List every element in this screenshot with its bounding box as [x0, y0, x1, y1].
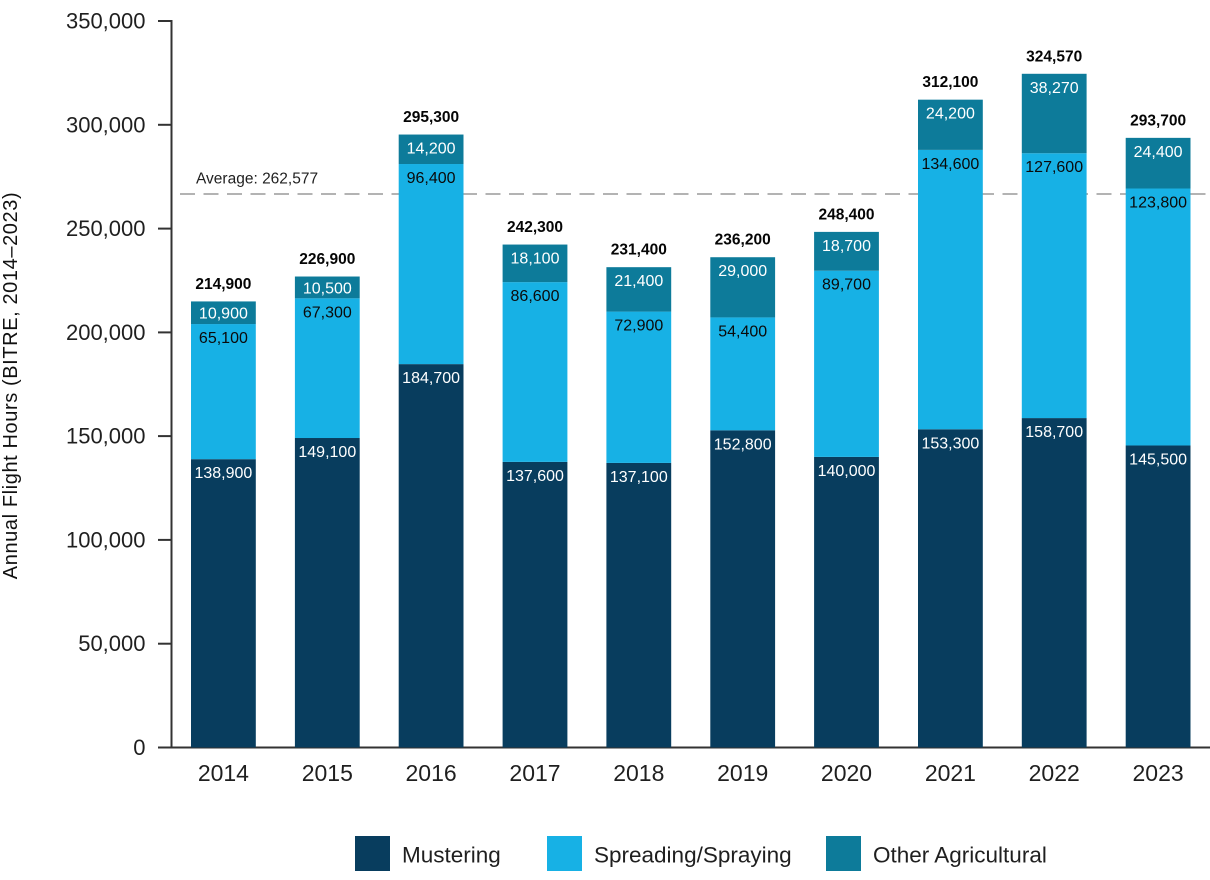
svg-text:2015: 2015: [302, 760, 353, 786]
svg-text:137,100: 137,100: [610, 469, 668, 486]
svg-text:10,500: 10,500: [303, 280, 352, 297]
svg-text:0: 0: [133, 735, 145, 760]
svg-text:10,900: 10,900: [199, 306, 248, 323]
svg-text:2023: 2023: [1133, 760, 1184, 786]
svg-text:2022: 2022: [1029, 760, 1080, 786]
svg-text:18,700: 18,700: [822, 238, 871, 255]
svg-text:2019: 2019: [717, 760, 768, 786]
svg-text:250,000: 250,000: [66, 216, 146, 241]
svg-text:Other Agricultural: Other Agricultural: [873, 843, 1047, 868]
svg-text:324,570: 324,570: [1026, 48, 1082, 65]
svg-text:100,000: 100,000: [66, 527, 146, 552]
svg-text:89,700: 89,700: [822, 277, 871, 294]
svg-text:18,100: 18,100: [511, 251, 560, 268]
svg-text:137,600: 137,600: [506, 468, 564, 485]
svg-text:2017: 2017: [509, 760, 560, 786]
svg-text:Spreading/Spraying: Spreading/Spraying: [594, 843, 792, 868]
svg-text:158,700: 158,700: [1025, 424, 1083, 441]
svg-text:293,700: 293,700: [1130, 112, 1186, 129]
svg-text:295,300: 295,300: [403, 109, 459, 126]
svg-text:14,200: 14,200: [407, 141, 456, 158]
svg-text:312,100: 312,100: [922, 74, 978, 91]
svg-text:29,000: 29,000: [718, 263, 767, 280]
svg-text:67,300: 67,300: [303, 304, 352, 321]
svg-text:153,300: 153,300: [921, 435, 979, 452]
svg-text:24,200: 24,200: [926, 106, 975, 123]
svg-text:2021: 2021: [925, 760, 976, 786]
svg-text:152,800: 152,800: [714, 436, 772, 453]
svg-text:Mustering: Mustering: [402, 843, 501, 868]
svg-text:248,400: 248,400: [818, 206, 874, 223]
svg-text:38,270: 38,270: [1030, 80, 1079, 97]
svg-text:54,400: 54,400: [718, 323, 767, 340]
svg-text:134,600: 134,600: [921, 156, 979, 173]
svg-text:24,400: 24,400: [1134, 144, 1183, 161]
svg-text:150,000: 150,000: [66, 424, 146, 449]
svg-text:350,000: 350,000: [66, 9, 146, 34]
svg-text:21,400: 21,400: [614, 273, 663, 290]
svg-text:127,600: 127,600: [1025, 159, 1083, 176]
svg-text:200,000: 200,000: [66, 320, 146, 345]
svg-text:2018: 2018: [613, 760, 664, 786]
svg-text:65,100: 65,100: [199, 330, 248, 347]
svg-text:149,100: 149,100: [298, 444, 356, 461]
svg-text:231,400: 231,400: [611, 242, 667, 259]
svg-text:2020: 2020: [821, 760, 872, 786]
svg-text:96,400: 96,400: [407, 170, 456, 187]
svg-text:184,700: 184,700: [402, 370, 460, 387]
svg-text:236,200: 236,200: [715, 232, 771, 249]
svg-text:86,600: 86,600: [511, 288, 560, 305]
svg-text:300,000: 300,000: [66, 112, 146, 137]
svg-text:140,000: 140,000: [818, 463, 876, 480]
svg-text:72,900: 72,900: [614, 318, 663, 335]
svg-text:2016: 2016: [406, 760, 457, 786]
svg-text:145,500: 145,500: [1129, 452, 1187, 469]
svg-text:226,900: 226,900: [299, 251, 355, 268]
svg-text:Annual Flight Hours (BITRE, 20: Annual Flight Hours (BITRE, 2014–2023): [0, 192, 22, 579]
svg-text:242,300: 242,300: [507, 219, 563, 236]
svg-text:Average: 262,577: Average: 262,577: [196, 171, 318, 188]
svg-text:2014: 2014: [198, 760, 249, 786]
svg-text:138,900: 138,900: [194, 465, 252, 482]
svg-text:123,800: 123,800: [1129, 195, 1187, 212]
svg-text:50,000: 50,000: [78, 631, 145, 656]
svg-text:214,900: 214,900: [195, 276, 251, 293]
